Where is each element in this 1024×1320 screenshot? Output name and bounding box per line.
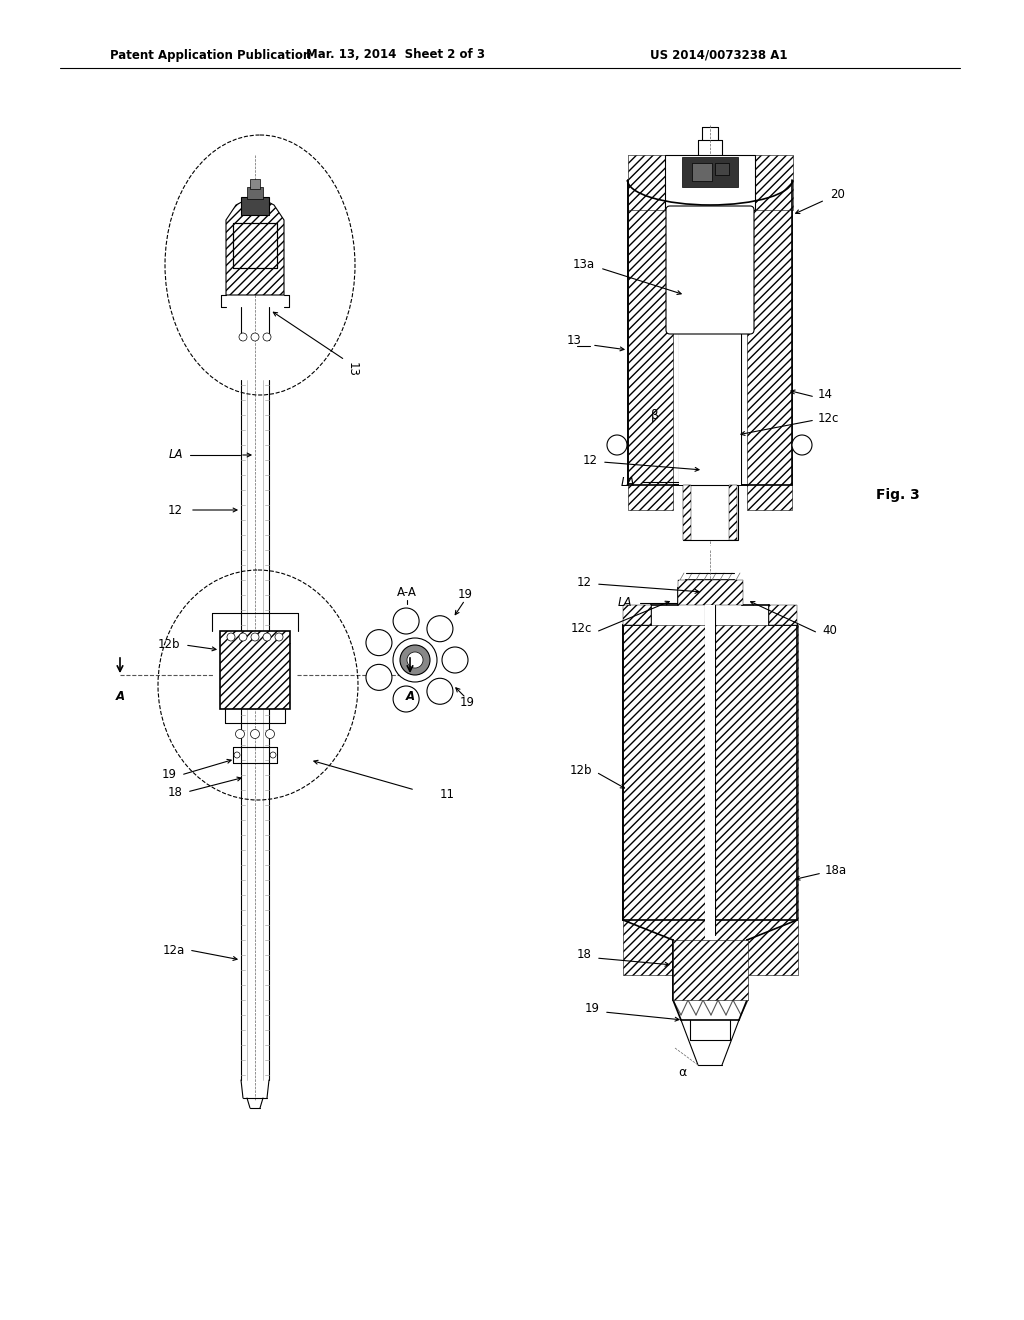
Text: 12a: 12a [163,944,185,957]
Text: 12c: 12c [570,622,592,635]
Text: LA: LA [621,475,635,488]
Text: 18: 18 [168,785,183,799]
Circle shape [427,615,453,642]
Polygon shape [220,631,290,709]
Text: 13: 13 [345,362,358,378]
Bar [746,180,792,510]
Circle shape [366,664,392,690]
Bar [769,605,797,624]
Text: 19: 19 [460,696,474,709]
Text: 12: 12 [577,576,592,589]
Bar [683,484,691,540]
Text: 20: 20 [830,189,845,202]
Text: 12: 12 [168,503,183,516]
Text: LA: LA [169,449,183,462]
Text: 18: 18 [578,949,592,961]
Circle shape [393,609,419,634]
Bar [233,223,278,268]
Circle shape [239,634,247,642]
Circle shape [427,678,453,705]
Circle shape [227,634,234,642]
Text: A-A: A-A [397,586,417,598]
Text: β: β [651,408,659,421]
Circle shape [263,634,271,642]
Circle shape [263,333,271,341]
Circle shape [236,730,245,738]
Text: 13a: 13a [572,259,595,272]
Circle shape [393,686,419,711]
Bar [233,223,278,268]
Text: Patent Application Publication: Patent Application Publication [110,49,311,62]
Bar [628,180,673,510]
Circle shape [265,730,274,738]
Circle shape [251,730,259,738]
Text: A: A [116,690,125,704]
Text: 19: 19 [585,1002,600,1015]
Bar [623,624,798,975]
Bar [247,187,263,199]
Circle shape [270,752,276,758]
Bar [241,197,269,215]
Bar [623,605,651,624]
Circle shape [607,436,627,455]
Text: 11: 11 [440,788,455,801]
Bar [250,180,260,189]
Text: Mar. 13, 2014  Sheet 2 of 3: Mar. 13, 2014 Sheet 2 of 3 [305,49,484,62]
Bar [692,162,712,181]
Polygon shape [226,195,284,294]
Bar [683,484,738,540]
Circle shape [234,752,240,758]
Text: 40: 40 [822,623,837,636]
Text: A: A [406,690,415,704]
Circle shape [275,634,283,642]
Bar [729,484,737,540]
Text: 12b: 12b [569,763,592,776]
Text: 19: 19 [162,768,177,781]
Circle shape [407,652,423,668]
Text: 18a: 18a [825,863,847,876]
Text: Fig. 3: Fig. 3 [877,488,920,502]
Circle shape [251,333,259,341]
Bar [665,154,755,210]
Bar [628,154,793,210]
Circle shape [366,630,392,656]
Text: US 2014/0073238 A1: US 2014/0073238 A1 [650,49,787,62]
Circle shape [400,645,430,675]
Bar [678,579,743,605]
Text: LA: LA [617,597,632,610]
Bar [705,605,715,954]
Text: 14: 14 [818,388,833,401]
Bar [679,154,741,484]
Circle shape [393,638,437,682]
Bar [715,162,729,176]
Circle shape [239,333,247,341]
Text: 19: 19 [458,589,472,602]
FancyBboxPatch shape [666,206,754,334]
Circle shape [251,634,259,642]
Circle shape [442,647,468,673]
Text: α: α [678,1065,686,1078]
Bar [682,157,738,187]
Text: 12: 12 [583,454,598,466]
Text: 12c: 12c [818,412,840,425]
Text: 12b: 12b [158,639,180,652]
Bar [673,940,748,1001]
Circle shape [792,436,812,455]
Text: 13: 13 [567,334,582,346]
